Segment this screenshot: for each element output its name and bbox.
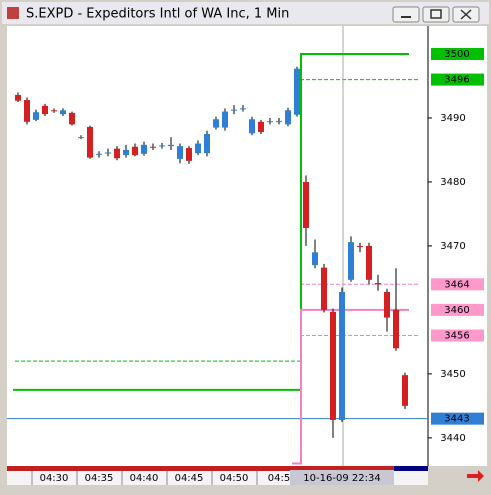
- candle-body: [240, 108, 246, 110]
- candle-body: [42, 105, 48, 115]
- candle-body: [357, 245, 363, 247]
- y-tick-label: 3470: [440, 241, 465, 252]
- price-label-bg: [431, 303, 484, 316]
- x-tick-label: 04:30: [40, 473, 69, 484]
- price-label: 3500: [444, 49, 469, 60]
- candle-body: [123, 149, 129, 156]
- candle-body: [321, 267, 327, 310]
- candle-body: [33, 112, 39, 120]
- candle-body: [375, 283, 381, 285]
- candle-body: [231, 109, 237, 111]
- candle-body: [159, 145, 165, 147]
- candle-body: [141, 144, 147, 154]
- price-label: 3443: [444, 414, 469, 425]
- candle-body: [150, 146, 156, 148]
- y-tick-label: 3490: [440, 113, 465, 124]
- x-tick-label: 04:40: [130, 473, 159, 484]
- candle-body: [177, 146, 183, 159]
- candle-body: [186, 148, 192, 161]
- candle-body: [303, 181, 309, 229]
- price-label: 3496: [444, 75, 469, 86]
- x-tick-label: 04:50: [220, 473, 249, 484]
- title-bar: [2, 2, 489, 24]
- window-title: S.EXPD - Expeditors Intl of WA Inc, 1 Mi…: [26, 7, 289, 22]
- candle-body: [285, 110, 291, 125]
- candle-body: [393, 309, 399, 349]
- candle-body: [213, 119, 219, 128]
- price-label: 3464: [444, 279, 469, 290]
- cursor-bar: [394, 466, 428, 471]
- candle-body: [87, 126, 93, 158]
- x-tick-label: 04:35: [85, 473, 114, 484]
- y-tick-label: 3480: [440, 177, 465, 188]
- candle-body: [168, 144, 174, 147]
- price-axis: [428, 26, 487, 466]
- price-label: 3460: [444, 305, 469, 316]
- maximize-button[interactable]: [422, 6, 450, 23]
- candle-body: [222, 111, 228, 128]
- price-label-bg: [431, 329, 484, 342]
- candle-body: [348, 242, 354, 280]
- plot-area: [7, 26, 428, 466]
- cursor-label: 10-16-09 22:34: [303, 473, 380, 484]
- price-label: 3456: [444, 330, 469, 341]
- x-tick-label: 04:5: [268, 473, 290, 484]
- candle-body: [258, 121, 264, 133]
- y-tick-label: 3450: [440, 369, 465, 380]
- cursor-label-bg: [290, 470, 394, 485]
- candle-body: [339, 291, 345, 420]
- price-label-bg: [431, 47, 484, 60]
- price-label-bg: [431, 278, 484, 291]
- bottom-bar: [7, 466, 428, 471]
- candle-body: [78, 137, 84, 139]
- candle-body: [96, 153, 102, 155]
- candle-body: [60, 110, 66, 115]
- candle-body: [249, 119, 255, 134]
- candle-body: [105, 152, 111, 154]
- candle-body: [24, 100, 30, 122]
- indicator-line: [13, 52, 409, 391]
- candle-body: [366, 245, 372, 280]
- window-icon: [7, 7, 19, 19]
- candle-body: [330, 311, 336, 420]
- candle-body: [204, 133, 210, 154]
- minimize-button[interactable]: [392, 6, 420, 23]
- candle-body: [132, 146, 138, 156]
- price-label-bg: [431, 412, 484, 425]
- candle-body: [312, 252, 318, 266]
- price-label-bg: [431, 73, 484, 86]
- candle-body: [114, 148, 120, 159]
- candle-body: [384, 291, 390, 318]
- candle-body: [51, 110, 57, 112]
- candle-body: [294, 68, 300, 115]
- candle-body: [15, 94, 21, 101]
- y-tick-label: 3440: [440, 433, 465, 444]
- candle-body: [69, 112, 75, 125]
- candle-body: [267, 121, 273, 123]
- candle-body: [195, 143, 201, 154]
- candle-body: [276, 121, 282, 123]
- candle-body: [402, 375, 408, 406]
- x-tick-label: 04:45: [175, 473, 204, 484]
- scroll-arrow[interactable]: [467, 470, 484, 482]
